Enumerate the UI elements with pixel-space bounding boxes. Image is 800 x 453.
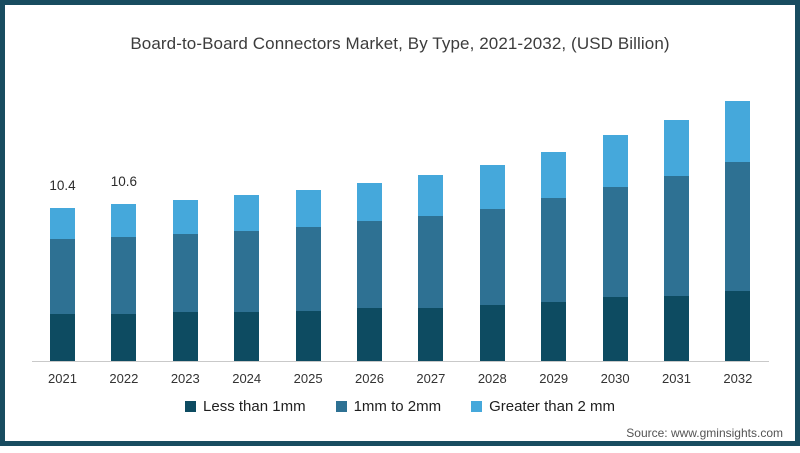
bar-segment-2028-less-than-1mm bbox=[479, 305, 505, 361]
bar-segment-2024-1mm-to-2mm bbox=[234, 231, 260, 312]
legend-swatch-icon bbox=[335, 401, 347, 412]
bar-segment-2031-greater-than-2-mm bbox=[664, 120, 689, 176]
legend-label: Greater than 2 mm bbox=[489, 398, 615, 415]
source-text: Source: www.gminsights.com bbox=[626, 426, 783, 440]
bar-2023 bbox=[172, 200, 198, 361]
bar-segment-2032-less-than-1mm bbox=[725, 291, 751, 361]
legend-swatch-icon bbox=[185, 401, 197, 412]
bar-segment-2025-greater-than-2-mm bbox=[295, 190, 321, 227]
x-axis-label-2032: 2032 bbox=[723, 371, 753, 386]
x-axis-label-2022: 2022 bbox=[109, 371, 139, 386]
bar-2028 bbox=[479, 165, 505, 361]
bar-segment-2025-less-than-1mm bbox=[295, 311, 321, 361]
data-label-2021: 10.4 bbox=[49, 178, 76, 193]
x-axis-label-2024: 2024 bbox=[232, 371, 262, 386]
legend-swatch-icon bbox=[471, 401, 483, 412]
bar-segment-2022-1mm-to-2mm bbox=[111, 237, 137, 314]
x-axis-label-2027: 2027 bbox=[416, 371, 446, 386]
bar-segment-2024-less-than-1mm bbox=[234, 312, 260, 361]
bar-2024 bbox=[234, 195, 260, 361]
bar-segment-2021-greater-than-2-mm bbox=[50, 208, 75, 239]
legend-item-1mm-to-2mm: 1mm to 2mm bbox=[335, 398, 442, 415]
bar-segment-2030-less-than-1mm bbox=[602, 297, 628, 361]
bar-segment-2027-less-than-1mm bbox=[418, 308, 444, 361]
bar-segment-2022-less-than-1mm bbox=[111, 314, 137, 361]
legend-label: Less than 1mm bbox=[203, 398, 306, 415]
bar-segment-2021-1mm-to-2mm bbox=[50, 239, 75, 314]
bar-2030 bbox=[602, 135, 628, 361]
bar-segment-2028-greater-than-2-mm bbox=[479, 165, 505, 209]
bar-2029 bbox=[541, 152, 567, 361]
bar-segment-2032-1mm-to-2mm bbox=[725, 162, 751, 291]
bar-2027 bbox=[418, 175, 444, 361]
x-axis-label-2026: 2026 bbox=[355, 371, 384, 386]
bar-segment-2023-less-than-1mm bbox=[172, 312, 198, 361]
bar-segment-2023-1mm-to-2mm bbox=[172, 234, 198, 312]
bar-segment-2024-greater-than-2-mm bbox=[234, 195, 260, 231]
bar-segment-2030-greater-than-2-mm bbox=[602, 135, 628, 187]
data-label-2022: 10.6 bbox=[110, 174, 138, 189]
bar-2021 bbox=[50, 208, 75, 361]
bar-segment-2026-less-than-1mm bbox=[357, 308, 382, 361]
x-axis-label-2025: 2025 bbox=[293, 371, 323, 386]
bar-2032 bbox=[725, 101, 751, 361]
bar-segment-2029-less-than-1mm bbox=[541, 302, 567, 361]
chart-title: Board-to-Board Connectors Market, By Typ… bbox=[130, 34, 670, 53]
x-axis-line bbox=[32, 361, 769, 362]
bar-segment-2027-greater-than-2-mm bbox=[418, 175, 444, 216]
x-axis-label-2023: 2023 bbox=[170, 371, 200, 386]
bar-segment-2026-greater-than-2-mm bbox=[357, 183, 382, 221]
bar-2022 bbox=[111, 204, 137, 361]
bar-segment-2031-less-than-1mm bbox=[664, 296, 689, 361]
bar-segment-2023-greater-than-2-mm bbox=[172, 200, 198, 234]
bar-segment-2026-1mm-to-2mm bbox=[357, 221, 382, 308]
x-axis-label-2021: 2021 bbox=[48, 371, 77, 386]
bar-segment-2029-1mm-to-2mm bbox=[541, 198, 567, 302]
bar-segment-2021-less-than-1mm bbox=[50, 314, 75, 361]
bar-segment-2032-greater-than-2-mm bbox=[725, 101, 751, 162]
x-axis-label-2029: 2029 bbox=[539, 371, 569, 386]
x-axis-label-2028: 2028 bbox=[477, 371, 507, 386]
bar-segment-2029-greater-than-2-mm bbox=[541, 152, 567, 198]
x-axis-label-2030: 2030 bbox=[600, 371, 630, 386]
bar-segment-2022-greater-than-2-mm bbox=[111, 204, 137, 237]
bar-segment-2028-1mm-to-2mm bbox=[479, 209, 505, 305]
bar-segment-2031-1mm-to-2mm bbox=[664, 176, 689, 296]
chart-canvas: Board-to-Board Connectors Market, By Typ… bbox=[5, 5, 795, 441]
legend-label: 1mm to 2mm bbox=[353, 398, 442, 415]
bar-2031 bbox=[664, 120, 689, 361]
bar-segment-2027-1mm-to-2mm bbox=[418, 216, 444, 308]
bar-2026 bbox=[357, 183, 382, 361]
bar-segment-2025-1mm-to-2mm bbox=[295, 227, 321, 311]
x-axis-label-2031: 2031 bbox=[662, 371, 691, 386]
legend-item-greater-than-2-mm: Greater than 2 mm bbox=[471, 398, 615, 415]
legend: Less than 1mm 1mm to 2mm Greater than 2 mm bbox=[5, 398, 795, 415]
bar-segment-2030-1mm-to-2mm bbox=[602, 187, 628, 297]
legend-item-less-than-1mm: Less than 1mm bbox=[185, 398, 306, 415]
bar-2025 bbox=[295, 190, 321, 361]
